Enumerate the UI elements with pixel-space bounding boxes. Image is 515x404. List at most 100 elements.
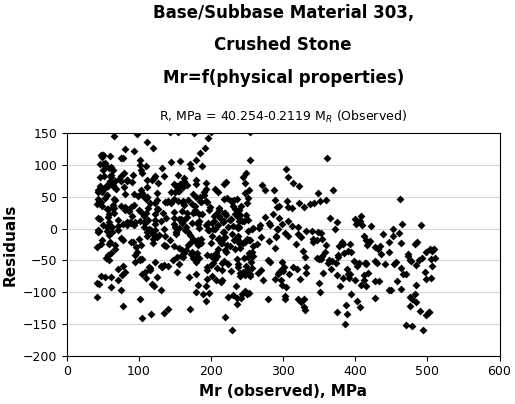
Point (126, 219, 134, 225)
Point (107, 273, 115, 280)
Point (170, 220, 178, 227)
Point (231, 205, 239, 212)
Point (219, 236, 227, 242)
Point (182, 247, 191, 253)
Point (287, 205, 296, 212)
Point (94, 187, 102, 193)
Point (248, 248, 256, 255)
Point (141, 194, 149, 200)
Point (335, 242, 343, 249)
Point (163, 199, 171, 206)
Point (362, 282, 370, 289)
Point (161, 232, 169, 239)
Point (184, 274, 193, 281)
Point (227, 268, 235, 275)
Point (308, 228, 317, 234)
Point (130, 148, 138, 155)
Point (264, 295, 272, 302)
Point (136, 161, 144, 168)
Point (234, 233, 242, 239)
Point (232, 283, 241, 290)
Y-axis label: Residuals: Residuals (2, 203, 18, 286)
Point (107, 174, 115, 180)
Point (125, 208, 133, 214)
Point (302, 264, 311, 270)
Point (128, 213, 136, 220)
Point (212, 249, 220, 256)
Point (374, 246, 382, 252)
Point (308, 236, 317, 242)
Point (313, 236, 321, 243)
Point (301, 307, 309, 314)
Point (109, 202, 117, 208)
Point (100, 195, 109, 202)
Point (371, 278, 380, 284)
Point (300, 304, 308, 310)
Point (209, 225, 217, 232)
Point (302, 270, 310, 276)
Point (255, 222, 264, 228)
Point (138, 170, 146, 177)
Point (241, 180, 249, 186)
Point (272, 233, 280, 240)
Point (343, 266, 351, 272)
Point (241, 272, 249, 278)
Point (184, 242, 193, 248)
Point (221, 234, 229, 240)
Point (140, 224, 148, 230)
Point (114, 217, 123, 223)
Point (318, 252, 327, 259)
Point (408, 296, 416, 303)
Point (401, 322, 409, 328)
Point (249, 242, 257, 249)
Point (100, 173, 108, 179)
Point (227, 216, 235, 222)
Point (140, 219, 148, 225)
Point (399, 271, 407, 277)
Point (271, 276, 279, 283)
Point (406, 257, 415, 264)
Point (119, 262, 127, 269)
Point (246, 157, 254, 163)
Point (222, 248, 230, 255)
Point (141, 268, 149, 275)
Point (192, 177, 200, 183)
Point (274, 269, 283, 276)
Point (323, 155, 331, 162)
Point (138, 314, 146, 321)
Point (127, 203, 135, 210)
Point (229, 292, 237, 298)
Point (101, 274, 109, 280)
Point (214, 246, 222, 252)
X-axis label: Mr (observed), MPa: Mr (observed), MPa (199, 384, 367, 399)
Point (212, 210, 220, 217)
Point (188, 210, 197, 217)
Point (216, 215, 225, 221)
Point (103, 206, 111, 213)
Point (207, 204, 215, 210)
Point (200, 189, 208, 196)
Point (123, 222, 131, 229)
Point (253, 241, 261, 247)
Point (315, 256, 323, 262)
Point (344, 248, 352, 255)
Point (176, 180, 184, 187)
Point (229, 223, 237, 229)
Point (117, 271, 126, 278)
Point (136, 187, 145, 194)
Point (202, 185, 211, 192)
Point (166, 236, 174, 243)
Point (134, 206, 143, 213)
Point (121, 145, 129, 152)
Point (161, 199, 169, 206)
Point (160, 241, 168, 248)
Point (110, 184, 118, 190)
Point (143, 139, 151, 145)
Point (176, 261, 184, 267)
Point (142, 209, 150, 216)
Point (332, 308, 340, 315)
Point (371, 295, 379, 301)
Point (201, 282, 210, 289)
Point (239, 240, 247, 247)
Point (210, 218, 218, 225)
